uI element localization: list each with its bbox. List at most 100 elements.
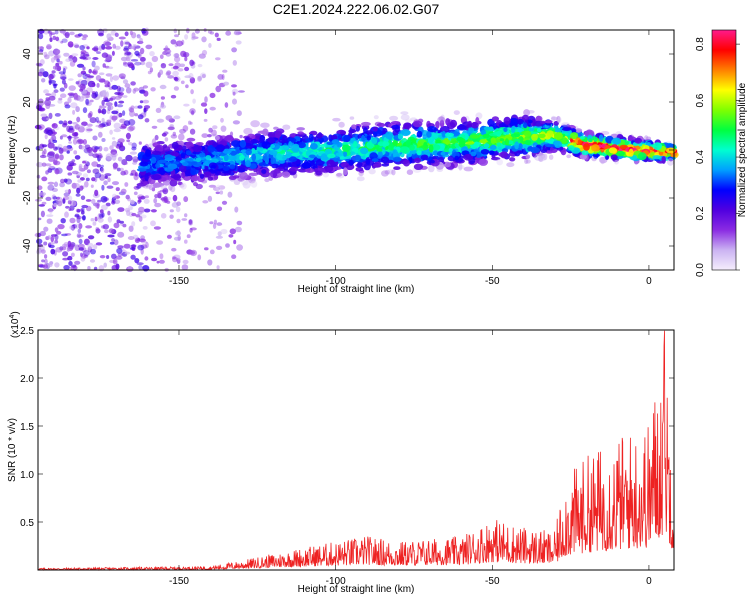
- spectrogram-cell: [169, 209, 174, 213]
- spectrogram-cell: [438, 116, 444, 121]
- spectrogram-cell: [216, 222, 223, 226]
- spectrogram-cell: [85, 101, 92, 107]
- spectrogram-cell: [386, 159, 394, 164]
- spectrogram-cell: [251, 153, 256, 162]
- spectrogram-cell: [241, 179, 249, 186]
- spectrogram-cell: [182, 161, 189, 167]
- spectrogram-cell: [46, 117, 50, 121]
- spectrogram-cell: [381, 170, 389, 177]
- spectrogram-cell: [110, 149, 118, 156]
- spectrogram-cell: [133, 191, 138, 196]
- spectrogram-x-ticks: -150 -100 -50 0: [169, 30, 652, 287]
- spectrogram-cell: [90, 83, 95, 88]
- spectrogram-cell: [215, 191, 220, 195]
- spectrogram-cell: [37, 51, 44, 54]
- spectrogram-cell: [480, 129, 487, 136]
- spectrogram-cell: [97, 217, 104, 223]
- spectrogram-cell: [54, 54, 61, 60]
- spectrogram-cell: [216, 37, 221, 42]
- spectrogram-cell: [373, 115, 379, 120]
- spectrogram-cell: [180, 152, 186, 159]
- spectrogram-cell: [127, 126, 134, 132]
- spectrogram-cell: [136, 167, 147, 172]
- spectrogram-cell: [112, 181, 119, 186]
- spectrogram-cell: [331, 139, 340, 145]
- spectrogram-cell: [69, 93, 75, 98]
- spectrogram-cell: [403, 159, 410, 167]
- spectrogram-cell: [124, 83, 131, 88]
- spectrogram-cell: [171, 141, 179, 149]
- spectrogram-cell: [279, 145, 289, 151]
- spectrogram-cell: [144, 195, 149, 199]
- spectrogram-cell: [46, 218, 53, 224]
- spectrogram-cell: [102, 224, 110, 230]
- spectrogram-cell: [44, 134, 48, 140]
- spectrogram-cell: [80, 52, 86, 59]
- spectrogram-cell: [79, 83, 86, 91]
- spectrogram-cell: [66, 125, 71, 133]
- spectrogram-y-tick-label: -40: [22, 238, 33, 253]
- spectrogram-cell: [77, 228, 82, 234]
- spectrogram-cell: [556, 116, 562, 124]
- spectrogram-cell: [83, 254, 89, 258]
- spectrogram-cell: [216, 206, 223, 212]
- spectrogram-cell: [122, 110, 126, 116]
- spectrogram-cell: [37, 71, 44, 77]
- spectrogram-cell: [75, 193, 81, 197]
- spectrogram-cell: [524, 130, 532, 137]
- spectrogram-cell: [259, 134, 266, 143]
- spectrogram-cell: [116, 247, 123, 254]
- spectrogram-cell: [132, 88, 137, 94]
- spectrogram-cell: [66, 145, 73, 149]
- spectrogram-cell: [188, 120, 192, 125]
- spectrogram-cell: [49, 244, 55, 249]
- spectrogram-cell: [95, 124, 102, 128]
- spectrogram-cell: [125, 55, 130, 60]
- spectrogram-cell: [287, 137, 297, 143]
- spectrogram-cell: [123, 61, 127, 65]
- spectrogram-cell: [54, 168, 60, 175]
- spectrogram-cell: [444, 132, 455, 137]
- spectrogram-cell: [158, 167, 166, 175]
- spectrogram-cell: [599, 156, 608, 164]
- spectrogram-cell: [103, 262, 107, 268]
- spectrogram-cell: [78, 223, 83, 230]
- spectrogram-cell: [67, 41, 74, 48]
- spectrogram-cell: [53, 146, 58, 151]
- spectrogram-cell: [41, 259, 45, 263]
- spectrogram-cell: [523, 109, 530, 117]
- spectrogram-cell: [69, 61, 76, 67]
- spectrogram-cell: [111, 238, 115, 242]
- spectrogram-cell: [111, 137, 116, 140]
- spectrogram-cell: [285, 151, 292, 159]
- spectrogram-cell: [550, 115, 556, 122]
- spectrogram-cell: [322, 172, 329, 178]
- spectrogram-cell: [437, 116, 446, 124]
- spectrogram-cell: [172, 256, 176, 260]
- spectrogram-cell: [53, 89, 59, 94]
- spectrogram-cell: [53, 181, 59, 188]
- spectrogram-cell: [465, 141, 474, 145]
- spectrogram-cell: [82, 250, 90, 256]
- spectrogram-cell: [503, 116, 511, 125]
- spectrogram-cell: [167, 126, 175, 131]
- spectrogram-cell: [41, 115, 49, 122]
- spectrogram-cell: [392, 140, 398, 146]
- spectrogram-cell: [59, 182, 65, 188]
- spectrogram-cell: [661, 156, 666, 164]
- spectrogram-cell: [73, 183, 80, 189]
- spectrogram-cell: [98, 72, 105, 76]
- spectrogram-cell: [342, 151, 348, 157]
- spectrogram-cell: [118, 36, 126, 40]
- spectrogram-cell: [86, 46, 90, 50]
- spectrogram-cell: [138, 141, 142, 145]
- spectrogram-cell: [128, 225, 134, 232]
- spectrogram-cell: [200, 72, 207, 79]
- spectrogram-cell: [403, 125, 410, 130]
- spectrogram-cell: [422, 134, 427, 140]
- spectrogram-cell: [56, 58, 60, 63]
- spectrogram-cell: [308, 133, 314, 142]
- spectrogram-x-tick-label: -50: [485, 276, 500, 287]
- spectrogram-cell: [66, 150, 70, 154]
- spectrogram-cell: [181, 264, 189, 271]
